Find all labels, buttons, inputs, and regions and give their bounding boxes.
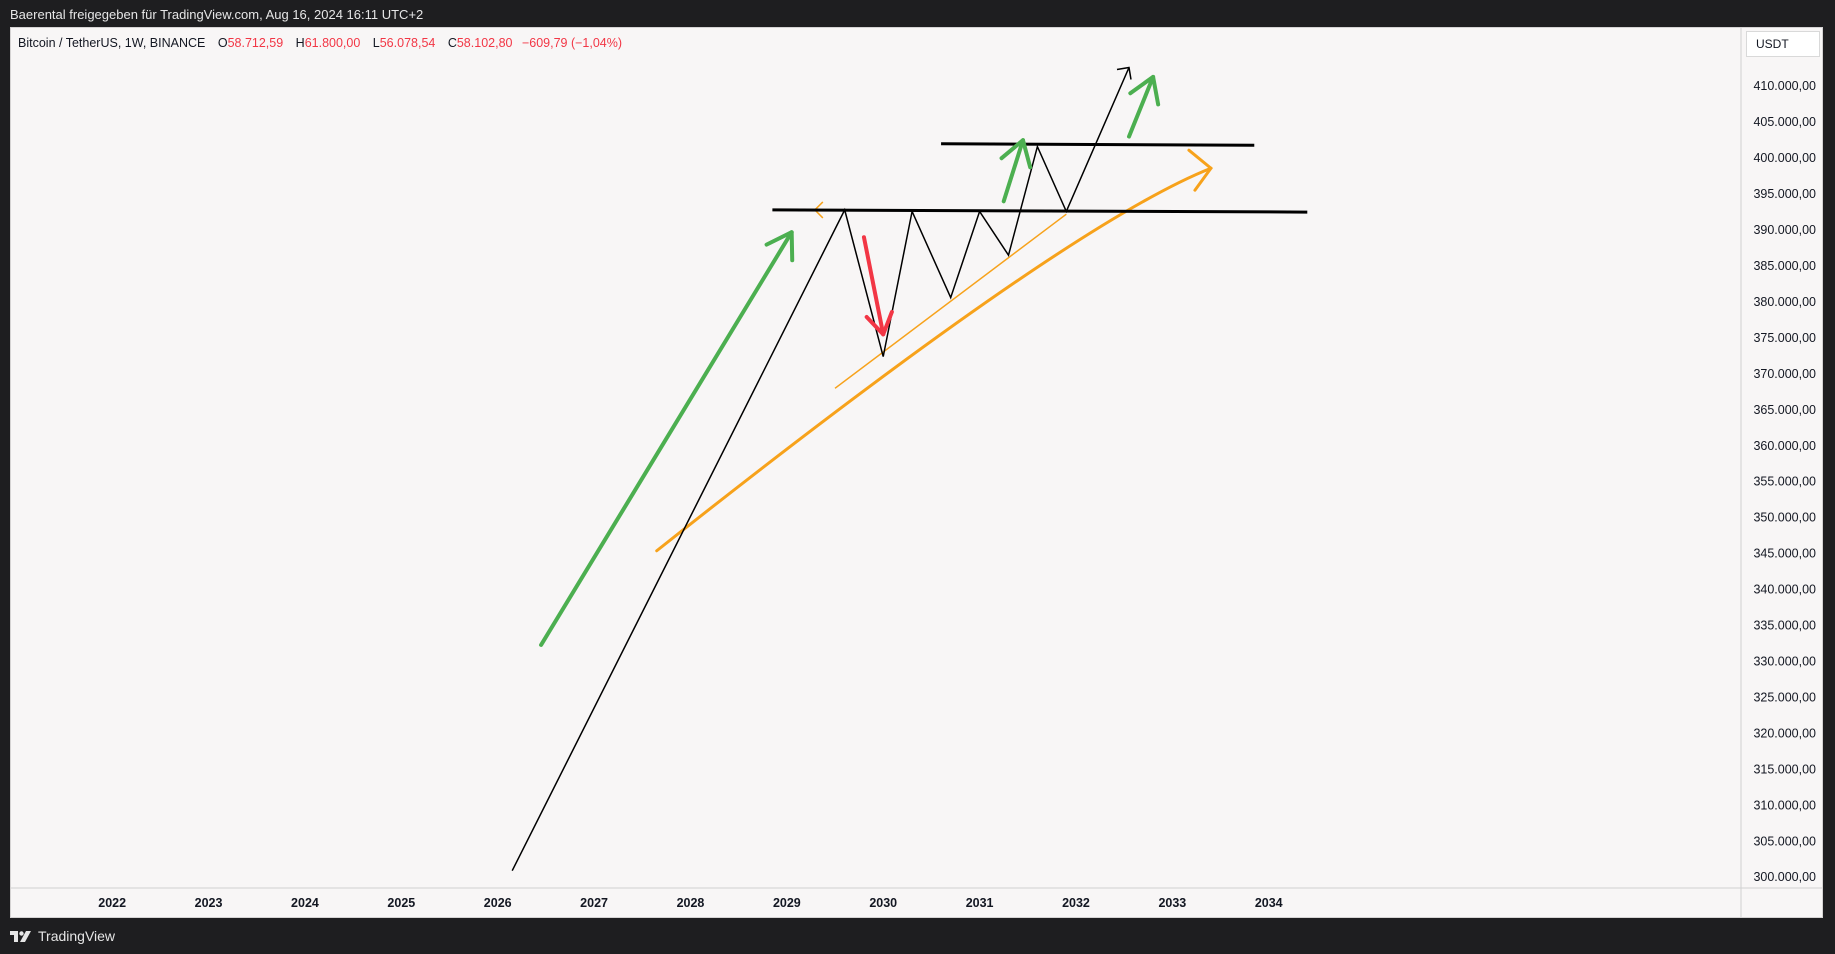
y-tick-label: 305.000,00	[1753, 834, 1816, 848]
tradingview-logo[interactable]: TradingView	[10, 928, 115, 944]
x-tick-label: 2034	[1255, 896, 1283, 910]
x-tick-label: 2022	[98, 896, 126, 910]
y-tick-label: 310.000,00	[1753, 798, 1816, 812]
currency-selector[interactable]: USDT	[1746, 31, 1820, 57]
y-tick-label: 370.000,00	[1753, 367, 1816, 381]
price-path-line	[511, 67, 1130, 872]
chart-frame[interactable]: 415.000,00410.000,00405.000,00400.000,00…	[10, 27, 1823, 918]
y-tick-label: 300.000,00	[1753, 870, 1816, 884]
orange-curve-arrowhead	[1187, 148, 1213, 192]
symbol-name[interactable]: Bitcoin / TetherUS, 1W, BINANCE	[18, 36, 206, 50]
open-label: O	[217, 36, 228, 50]
y-tick-label: 335.000,00	[1753, 619, 1816, 633]
close-label: C	[447, 36, 457, 50]
y-tick-label: 400.000,00	[1753, 151, 1816, 165]
x-tick-label: 2033	[1158, 896, 1186, 910]
y-tick-label: 410.000,00	[1753, 79, 1816, 93]
y-tick-label: 340.000,00	[1753, 583, 1816, 597]
resistance-line	[941, 142, 1255, 147]
close-value: 58.102,80	[456, 36, 513, 50]
green-arrow	[1126, 74, 1156, 139]
x-tick-label: 2027	[580, 896, 608, 910]
green-arrow-head	[764, 230, 795, 263]
price-axis[interactable]: 415.000,00410.000,00405.000,00400.000,00…	[1740, 28, 1816, 917]
y-tick-label: 365.000,00	[1753, 403, 1816, 417]
price-chart[interactable]: 415.000,00410.000,00405.000,00400.000,00…	[11, 28, 1822, 917]
y-tick-label: 390.000,00	[1753, 223, 1816, 237]
y-tick-label: 405.000,00	[1753, 115, 1816, 129]
y-tick-label: 375.000,00	[1753, 331, 1816, 345]
y-tick-label: 360.000,00	[1753, 439, 1816, 453]
x-tick-label: 2025	[387, 896, 415, 910]
price-path-arrowhead	[1116, 66, 1132, 80]
green-arrow-head	[1128, 74, 1161, 107]
y-tick-label: 350.000,00	[1753, 511, 1816, 525]
low-label: L	[372, 36, 380, 50]
x-tick-label: 2026	[484, 896, 512, 910]
orange-trendline	[834, 213, 1067, 389]
time-axis[interactable]: 2022 2023 2024 2025 2026 2027 2028 2029 2030 2031…	[11, 887, 1822, 910]
y-tick-label: 325.000,00	[1753, 690, 1816, 704]
y-tick-label: 385.000,00	[1753, 259, 1816, 273]
x-tick-label: 2030	[869, 896, 897, 910]
footer-brand: TradingView	[38, 928, 116, 944]
x-tick-label: 2023	[195, 896, 223, 910]
red-arrow	[861, 235, 886, 337]
red-arrow-head	[864, 309, 894, 337]
high-value: 61.800,00	[304, 36, 361, 50]
y-tick-label: 395.000,00	[1753, 187, 1816, 201]
low-value: 56.078,54	[379, 36, 436, 50]
change-value: −609,79 (−1,04%)	[521, 36, 623, 50]
resistance-line	[772, 208, 1308, 214]
x-tick-label: 2024	[291, 896, 319, 910]
high-label: H	[295, 36, 305, 50]
y-tick-label: 355.000,00	[1753, 475, 1816, 489]
x-tick-label: 2031	[966, 896, 994, 910]
green-arrow	[1001, 138, 1025, 204]
y-tick-label: 380.000,00	[1753, 295, 1816, 309]
tradingview-logo-icon	[10, 931, 31, 942]
green-arrow-head	[999, 138, 1033, 170]
x-tick-label: 2029	[773, 896, 801, 910]
orange-curve-arrow	[655, 166, 1213, 553]
symbol-legend: Bitcoin / TetherUS, 1W, BINANCE O58.712,…	[18, 36, 622, 50]
green-arrow	[539, 230, 794, 647]
y-tick-label: 315.000,00	[1753, 762, 1816, 776]
y-tick-label: 330.000,00	[1753, 654, 1816, 668]
y-tick-label: 345.000,00	[1753, 547, 1816, 561]
x-tick-label: 2032	[1062, 896, 1090, 910]
y-tick-label: 320.000,00	[1753, 726, 1816, 740]
x-tick-label: 2028	[677, 896, 705, 910]
chart-share-banner: Baerental freigegeben für TradingView.co…	[10, 7, 424, 22]
open-value: 58.712,59	[227, 36, 284, 50]
